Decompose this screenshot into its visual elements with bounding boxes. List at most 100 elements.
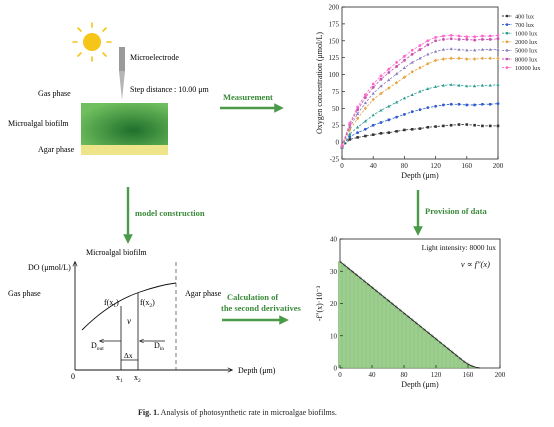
bar [390, 303, 394, 369]
data-point [387, 71, 391, 74]
data-point [481, 34, 484, 38]
legend-marker [505, 14, 509, 18]
chart1-ytick-label: 100 [329, 71, 340, 79]
data-point [403, 128, 406, 132]
chart2-xtick-label: 160 [463, 371, 474, 379]
data-point [348, 132, 352, 136]
data-point [457, 47, 461, 51]
bar [342, 264, 346, 369]
data-point [371, 123, 375, 127]
data-point [387, 86, 391, 90]
bar [406, 316, 410, 369]
bar [438, 342, 442, 369]
caption-text: Analysis of photosynthetic rate in micro… [159, 408, 337, 417]
data-point [434, 49, 438, 53]
data-point [364, 127, 367, 131]
bar [398, 309, 402, 369]
svg-text:Measurement: Measurement [223, 92, 273, 102]
chart2-ytick-label: 20 [330, 300, 338, 308]
data-point [449, 56, 453, 61]
legend-entry: 5000 lux [515, 48, 538, 55]
bar [362, 280, 366, 369]
data-point [364, 93, 367, 97]
data-point [473, 35, 476, 39]
data-point [488, 47, 492, 51]
do-profile-curve [81, 282, 177, 331]
data-point [371, 91, 375, 95]
data-point [449, 47, 453, 51]
bar [346, 267, 350, 369]
bar [426, 332, 430, 369]
data-point [418, 89, 422, 93]
data-point [441, 83, 445, 87]
data-point [480, 47, 484, 51]
model-title: Microalgal biofilm [86, 248, 147, 257]
chart2-annotation: Light intensity: 8000 lux [422, 243, 497, 252]
data-point [387, 131, 391, 134]
agar-phase-label: Agar phase [38, 145, 75, 154]
chart1-xtick-label: 120 [430, 162, 441, 170]
data-point [402, 66, 406, 69]
measurement-arrow: Measurement [220, 92, 284, 113]
model-construction-arrow: model construction [123, 187, 205, 244]
bar [382, 296, 386, 369]
bar [418, 325, 422, 369]
chart1-ytick-label: 25 [332, 122, 340, 130]
data-point [371, 97, 375, 102]
data-point [395, 60, 398, 64]
x2-label: x2 [134, 373, 141, 384]
data-point [465, 84, 469, 88]
data-point [340, 144, 344, 147]
model-gas-phase: Gas phase [8, 289, 41, 298]
data-point [488, 83, 492, 87]
caption-bold: Fig. 1. [138, 408, 159, 417]
legend-marker [505, 57, 509, 61]
data-point [426, 52, 430, 56]
bar [366, 283, 370, 369]
legend-entry: 8000 lux [515, 56, 538, 63]
chart2-ytick-label: 10 [330, 332, 338, 340]
data-point [449, 33, 453, 37]
data-point [363, 101, 367, 105]
model-origin: 0 [71, 372, 75, 381]
data-point [473, 123, 476, 127]
data-point [426, 87, 430, 90]
data-point [356, 105, 359, 109]
legend-marker [505, 66, 509, 69]
bar [386, 300, 390, 369]
chart2-xtick-label: 80 [401, 371, 409, 379]
data-point [496, 37, 500, 41]
data-point [488, 34, 492, 38]
data-point [410, 60, 414, 64]
data-point [457, 34, 461, 38]
data-point [379, 74, 383, 78]
chart2-xlabel: Depth (μm) [401, 380, 439, 389]
data-point [387, 118, 391, 122]
svg-text:Provision of data: Provision of data [425, 206, 487, 216]
bar [402, 313, 406, 369]
data-point [403, 54, 406, 58]
data-point [395, 130, 398, 133]
bar [446, 348, 450, 369]
data-point [465, 57, 469, 61]
bar [358, 277, 362, 369]
data-point [465, 103, 469, 107]
data-point [418, 66, 422, 70]
data-point [488, 124, 492, 128]
data-point [473, 103, 476, 107]
legend-entry: 400 lux [515, 13, 535, 20]
data-point [473, 84, 477, 88]
data-point [426, 61, 430, 66]
data-point [410, 110, 414, 114]
chart2-ylabel: -f″(x)·10⁻³ [315, 285, 324, 321]
bar [410, 319, 414, 369]
microalgal-biofilm-label: Microalgal biofilm [8, 119, 69, 128]
legend-entry: 10000 lux [515, 65, 541, 72]
data-point [387, 67, 391, 71]
data-point [356, 131, 359, 135]
data-point [465, 35, 469, 39]
agar-block [81, 145, 168, 155]
svg-text:Calculation of: Calculation of [227, 292, 278, 302]
bar [422, 329, 426, 369]
chart2-xtick-label: 0 [338, 371, 342, 379]
